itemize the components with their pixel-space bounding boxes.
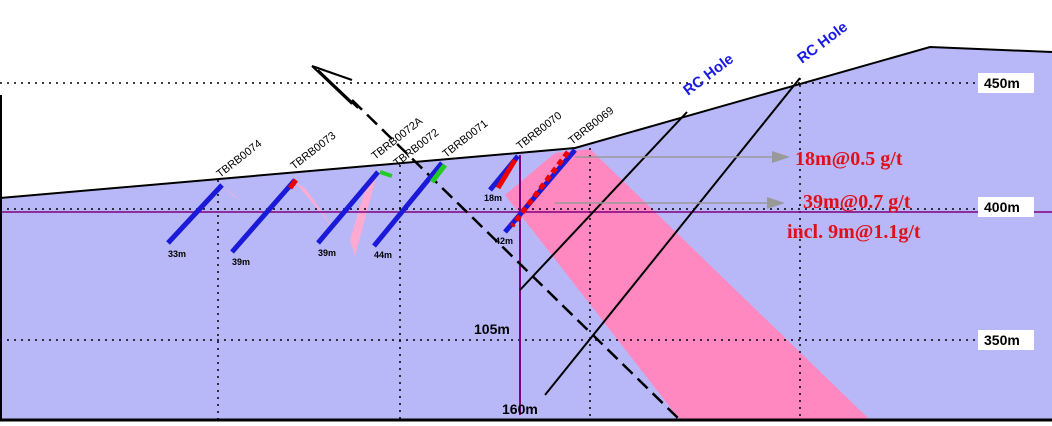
rc-depth-label: 105m [474, 321, 510, 337]
fault [351, 99, 681, 421]
topography [0, 45, 1052, 199]
label-box [978, 73, 1034, 93]
label-box [978, 197, 1034, 217]
depth-label: 39m [232, 257, 250, 267]
fault-arrow [311, 65, 353, 81]
depth-label: 39m [318, 248, 336, 258]
drill-hole [316, 170, 380, 245]
elevation-label: 450m [984, 75, 1020, 91]
ground [0, 47, 1052, 420]
rc-depth-label: 160m [502, 401, 538, 417]
drill-hole [230, 178, 297, 254]
label-box [978, 330, 1034, 350]
fault-arrow [317, 69, 359, 109]
rc-hole-trace [519, 111, 688, 291]
drill-hole [166, 183, 224, 245]
fault-arrow [311, 65, 353, 105]
pointer-head [767, 197, 785, 209]
intercept-note: incl. 9m@1.1g/t [787, 221, 921, 243]
intercept-note: 39m@0.7 g/t [803, 191, 911, 213]
ore-lens [222, 186, 240, 200]
depth-label: 33m [168, 249, 186, 259]
assay-interval [430, 163, 447, 184]
elevation-label: 400m [984, 199, 1020, 215]
depth-label: 44m [374, 250, 392, 260]
ore-lens [350, 178, 376, 256]
rc-hole-trace [544, 77, 801, 396]
assay-interval [379, 170, 393, 178]
assay-interval [495, 158, 518, 190]
drill-hole [372, 161, 444, 248]
assay-interval [510, 150, 570, 228]
ore-lens [295, 182, 335, 230]
depth-label: 18m [484, 193, 502, 203]
depth-label: 42m [495, 236, 513, 246]
assay-interval [288, 178, 298, 190]
ore-zone [505, 149, 870, 420]
elevation-label: 350m [984, 332, 1020, 348]
intercept-note: 18m@0.5 g/t [795, 148, 903, 170]
pointer-head [772, 151, 790, 163]
